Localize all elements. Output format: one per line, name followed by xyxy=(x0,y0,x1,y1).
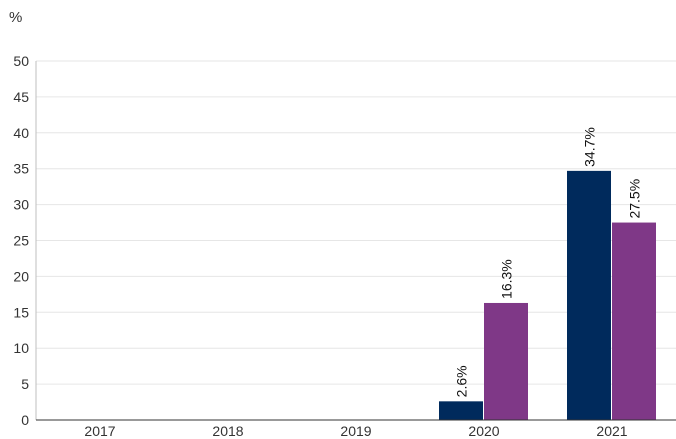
gridlines xyxy=(36,60,676,385)
y-tick-label: 15 xyxy=(13,304,29,320)
data-label: 27.5% xyxy=(627,179,643,219)
bar xyxy=(567,170,611,420)
data-label: 34.7% xyxy=(582,127,598,167)
x-tick-label: 2018 xyxy=(212,423,243,439)
x-tick-label: 2019 xyxy=(340,423,371,439)
data-label: 2.6% xyxy=(454,365,470,397)
y-tick-label: 30 xyxy=(13,197,29,213)
x-tick-label: 2017 xyxy=(84,423,115,439)
bar xyxy=(439,401,483,420)
x-tick-label: 2021 xyxy=(596,423,627,439)
y-axis-ticks: 0 5 10 15 20 25 30 35 40 45 50 xyxy=(13,53,29,428)
y-tick-label: 45 xyxy=(13,89,29,105)
bars xyxy=(439,170,656,420)
bar xyxy=(484,302,528,420)
y-tick-label: 5 xyxy=(21,376,29,392)
data-labels: 2.6% 16.3% 34.7% 27.5% xyxy=(454,127,643,397)
y-tick-label: 20 xyxy=(13,268,29,284)
data-label: 16.3% xyxy=(499,259,515,299)
y-tick-label: 0 xyxy=(21,412,29,428)
x-axis-ticks: 2017 2018 2019 2020 2021 xyxy=(84,423,627,439)
x-tick-label: 2020 xyxy=(468,423,499,439)
y-tick-label: 40 xyxy=(13,125,29,141)
bar xyxy=(612,222,656,420)
y-tick-label: 35 xyxy=(13,161,29,177)
y-tick-label: 50 xyxy=(13,53,29,69)
y-tick-label: 10 xyxy=(13,340,29,356)
y-axis-unit-label: % xyxy=(9,9,22,26)
y-tick-label: 25 xyxy=(13,233,29,249)
